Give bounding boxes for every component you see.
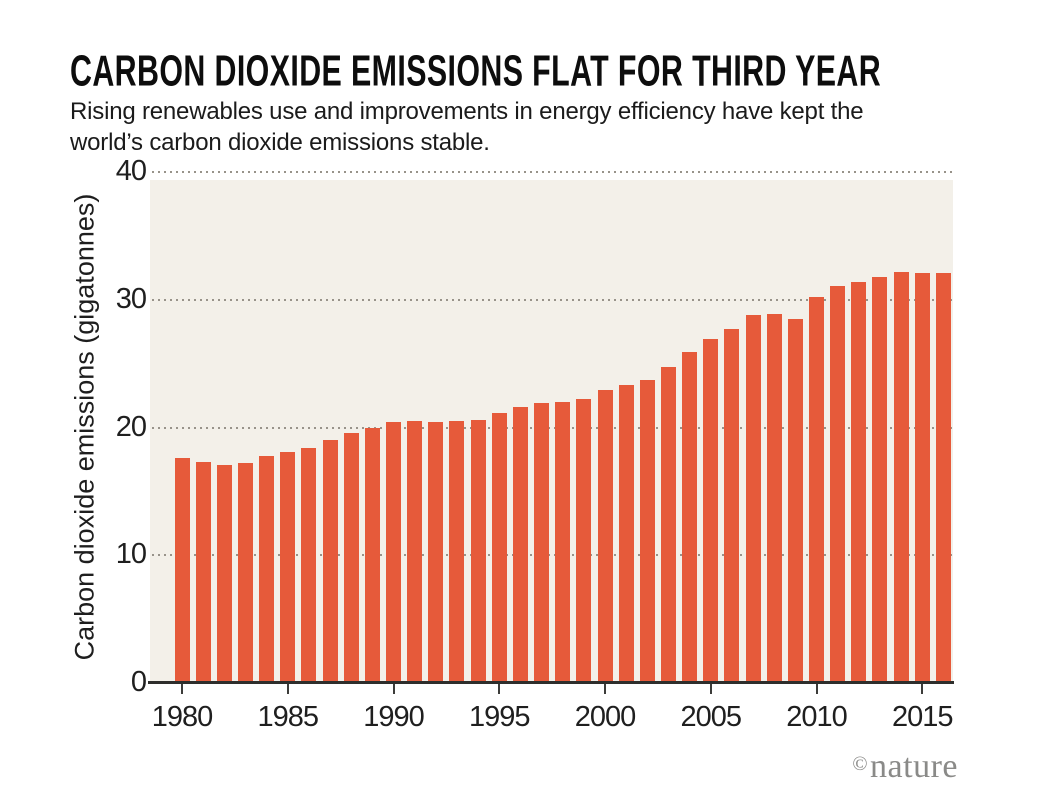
gridline-30 <box>152 298 952 301</box>
gridline-40 <box>152 171 952 173</box>
y-tick-label-40: 40 <box>115 154 147 187</box>
bar-1998 <box>555 401 571 683</box>
x-tick-2005 <box>709 684 712 694</box>
bar-2011 <box>830 285 846 683</box>
x-tick-1985 <box>286 684 289 694</box>
x-tick-1990 <box>392 684 395 694</box>
y-tick-label-10: 10 <box>115 538 147 571</box>
x-tick-label-1985: 1985 <box>257 701 319 733</box>
nature-logo: nature <box>870 748 958 785</box>
y-tick-label-0: 0 <box>130 665 147 698</box>
bar-1994 <box>470 419 486 683</box>
bar-2016 <box>935 272 951 683</box>
bar-2006 <box>724 329 740 683</box>
x-tick-2015 <box>921 684 924 694</box>
x-axis-line <box>148 681 954 684</box>
page-title: CARBON DIOXIDE EMISSIONS FLAT FOR THIRD … <box>70 46 882 96</box>
bar-1991 <box>407 421 423 683</box>
bar-2004 <box>682 352 698 683</box>
bar-1988 <box>343 432 359 683</box>
copyright-icon: © <box>852 753 869 775</box>
bar-2002 <box>639 380 655 683</box>
bar-1985 <box>280 451 296 683</box>
bar-1986 <box>301 447 317 683</box>
x-tick-label-2015: 2015 <box>891 701 954 733</box>
bar-1987 <box>322 440 338 683</box>
gridline-20 <box>152 426 952 429</box>
x-tick-label-1990: 1990 <box>363 701 425 733</box>
bar-1980 <box>174 458 190 683</box>
x-tick-label-1995: 1995 <box>468 701 531 733</box>
bar-2013 <box>872 276 888 683</box>
bar-1984 <box>259 455 275 683</box>
bar-2015 <box>914 272 930 683</box>
x-tick-1980 <box>181 684 183 694</box>
bar-1981 <box>195 461 211 683</box>
bar-2003 <box>660 367 676 683</box>
bar-2012 <box>851 281 867 683</box>
x-tick-label-1980: 1980 <box>151 701 214 733</box>
x-tick-label-2005: 2005 <box>680 701 742 733</box>
bar-1989 <box>364 427 380 683</box>
bar-2000 <box>597 390 613 683</box>
x-tick-2010 <box>815 684 818 694</box>
bar-1996 <box>512 407 528 683</box>
bar-2014 <box>893 271 909 683</box>
bar-2007 <box>745 315 761 683</box>
bar-2005 <box>703 339 719 683</box>
bar-1982 <box>216 464 232 683</box>
bar-1993 <box>449 421 465 683</box>
nature-credit: ©nature <box>852 748 958 786</box>
bar-1999 <box>576 399 592 683</box>
bar-2010 <box>809 297 824 683</box>
y-tick-label-20: 20 <box>115 410 147 443</box>
bar-1983 <box>237 463 253 683</box>
y-tick-label-30: 30 <box>115 282 147 315</box>
bar-1995 <box>491 413 507 683</box>
bar-1997 <box>534 403 550 683</box>
page-subtitle: Rising renewables use and improvements i… <box>70 98 864 156</box>
bar-2008 <box>766 313 782 683</box>
y-axis-title: Carbon dioxide emissions (gigatonnes) <box>69 193 100 661</box>
bar-2009 <box>787 318 803 683</box>
bar-1992 <box>428 422 444 683</box>
x-tick-2000 <box>604 684 606 694</box>
bar-2001 <box>618 385 634 683</box>
bar-1990 <box>386 422 401 683</box>
x-tick-label-2000: 2000 <box>574 701 637 733</box>
x-tick-1995 <box>498 684 501 694</box>
x-tick-label-2010: 2010 <box>786 701 848 733</box>
gridline-10 <box>152 554 952 557</box>
